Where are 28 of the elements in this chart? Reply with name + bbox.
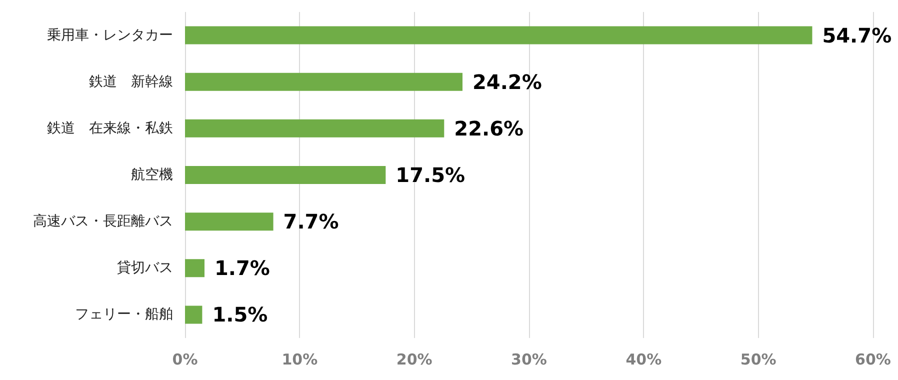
y-tick-label: 高速バス・長距離バス (33, 214, 173, 230)
x-tick-label: 30% (511, 350, 547, 368)
data-label: 54.7% (822, 23, 892, 48)
bar (185, 306, 202, 324)
y-tick-label: 鉄道 在来線・私鉄 (47, 120, 173, 136)
bar (185, 26, 812, 44)
y-tick-label: 乗用車・レンタカー (47, 27, 173, 44)
y-tick-label: 鉄道 新幹線 (89, 74, 173, 90)
data-label: 17.5% (396, 163, 466, 187)
x-tick-label: 10% (282, 350, 318, 368)
data-label: 1.7% (214, 256, 270, 280)
data-label: 24.2% (472, 70, 542, 94)
y-tick-label: 貸切バス (117, 260, 173, 276)
data-label: 22.6% (454, 116, 524, 140)
y-tick-label: 航空機 (131, 167, 173, 183)
x-tick-label: 20% (396, 350, 432, 368)
data-label: 7.7% (283, 210, 339, 234)
bar (185, 72, 462, 91)
bar (185, 259, 204, 278)
x-tick-label: 50% (740, 350, 776, 368)
data-label: 1.5% (212, 302, 268, 327)
x-tick-label: 40% (626, 350, 662, 368)
x-tick-label: 0% (172, 350, 198, 368)
bar (185, 119, 444, 138)
x-tick-label: 60% (855, 350, 891, 368)
y-tick-label: フェリー・船舶 (75, 306, 173, 323)
bar (185, 166, 386, 184)
bar (185, 212, 274, 231)
